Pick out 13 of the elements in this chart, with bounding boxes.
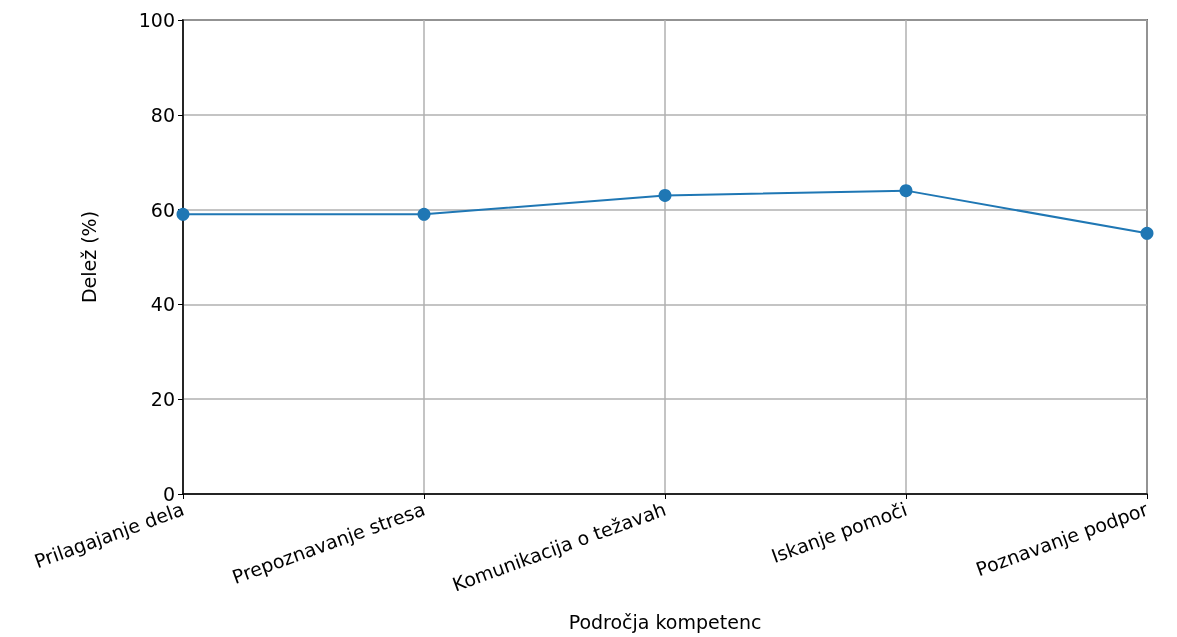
y-tick-label: 40 xyxy=(150,293,175,316)
y-tick-label: 60 xyxy=(150,198,175,221)
x-axis-title: Področja kompetenc xyxy=(568,610,762,633)
point xyxy=(176,207,190,221)
y-tick-label: 20 xyxy=(150,388,175,411)
y-tick-label: 0 xyxy=(162,483,175,505)
y-tick-label: 100 xyxy=(138,9,175,31)
point xyxy=(899,184,913,198)
point xyxy=(658,188,672,202)
point xyxy=(1140,226,1154,240)
point xyxy=(417,207,431,221)
y-axis-title: Delež (%) xyxy=(77,210,100,304)
y-tick-label: 80 xyxy=(150,103,175,126)
